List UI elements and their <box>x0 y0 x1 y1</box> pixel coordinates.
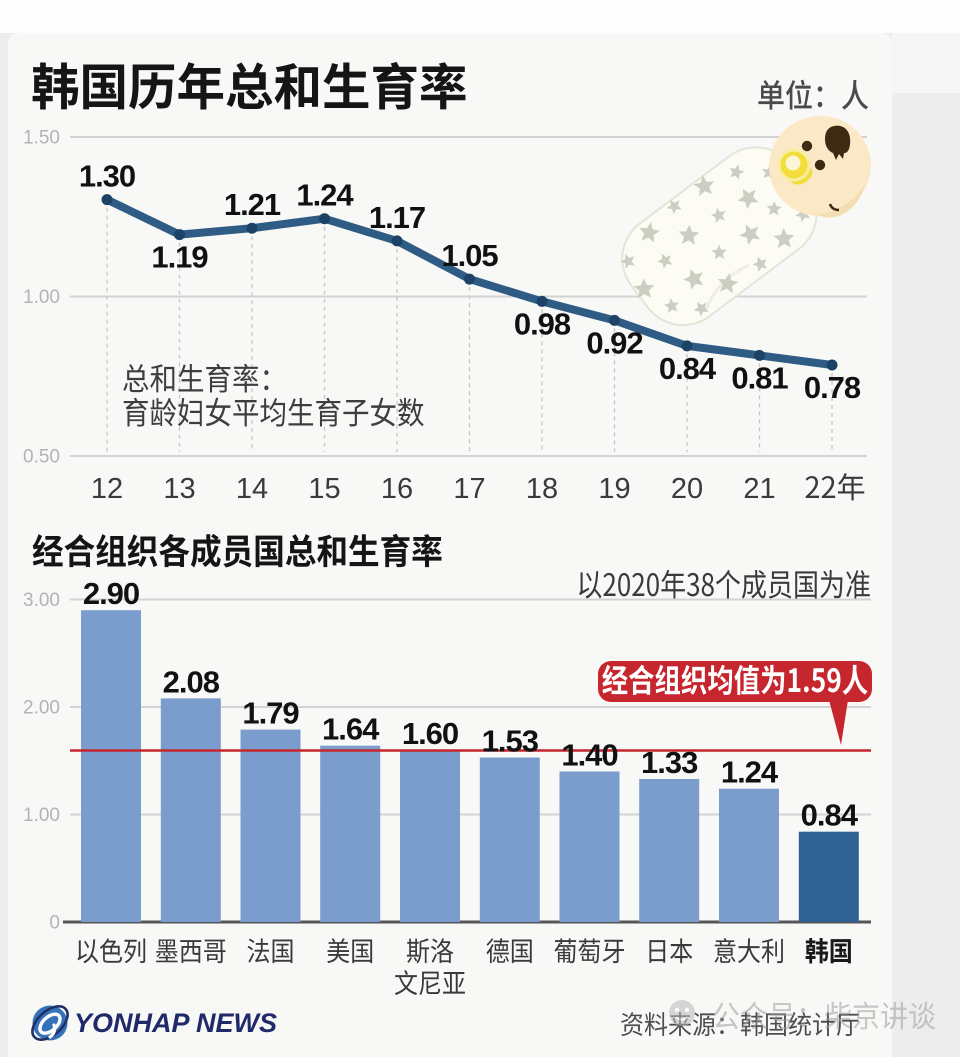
svg-text:1.79: 1.79 <box>242 696 299 731</box>
svg-text:1.19: 1.19 <box>151 240 208 275</box>
svg-text:1.21: 1.21 <box>224 187 281 222</box>
svg-text:1.53: 1.53 <box>482 724 539 759</box>
svg-text:0.98: 0.98 <box>514 306 571 341</box>
svg-text:1.00: 1.00 <box>23 287 60 308</box>
svg-text:1.24: 1.24 <box>296 178 354 213</box>
svg-text:0.81: 0.81 <box>731 360 788 395</box>
svg-text:13: 13 <box>163 473 195 505</box>
svg-text:1.50: 1.50 <box>23 128 60 149</box>
svg-text:0.84: 0.84 <box>659 351 717 386</box>
svg-text:20: 20 <box>671 473 703 505</box>
svg-text:1.24: 1.24 <box>721 755 779 790</box>
svg-text:15: 15 <box>308 473 340 505</box>
svg-text:18: 18 <box>526 473 558 505</box>
svg-text:14: 14 <box>236 473 268 505</box>
svg-text:16: 16 <box>381 473 413 505</box>
svg-text:1.17: 1.17 <box>369 200 425 235</box>
svg-text:1.00: 1.00 <box>23 805 60 826</box>
svg-text:2.00: 2.00 <box>23 698 60 719</box>
svg-text:0.50: 0.50 <box>23 447 60 468</box>
svg-text:12: 12 <box>91 473 123 505</box>
svg-text:0.78: 0.78 <box>804 370 861 405</box>
svg-text:1.05: 1.05 <box>441 238 498 273</box>
svg-text:17: 17 <box>453 473 485 505</box>
svg-text:0.84: 0.84 <box>801 798 859 833</box>
svg-text:1.30: 1.30 <box>79 159 135 194</box>
svg-text:2.90: 2.90 <box>83 576 139 611</box>
svg-text:1.60: 1.60 <box>402 716 458 751</box>
svg-text:1.40: 1.40 <box>561 738 617 773</box>
svg-text:3.00: 3.00 <box>23 590 60 611</box>
svg-text:19: 19 <box>598 473 630 505</box>
svg-text:0.92: 0.92 <box>586 325 642 360</box>
svg-text:YONHAP NEWS: YONHAP NEWS <box>74 1008 277 1038</box>
svg-text:21: 21 <box>743 473 775 505</box>
svg-text:1.33: 1.33 <box>641 745 698 780</box>
svg-text:1.64: 1.64 <box>322 712 380 747</box>
svg-text:2.08: 2.08 <box>163 664 220 699</box>
svg-text:0: 0 <box>49 913 60 934</box>
